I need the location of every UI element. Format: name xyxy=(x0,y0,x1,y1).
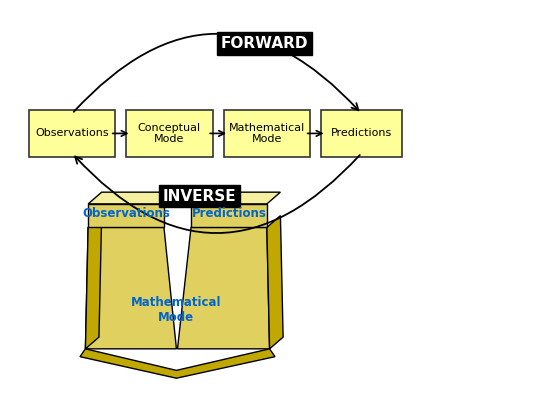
Polygon shape xyxy=(88,192,178,204)
Polygon shape xyxy=(178,228,270,349)
FancyBboxPatch shape xyxy=(321,110,402,157)
Text: INVERSE: INVERSE xyxy=(162,188,236,204)
Polygon shape xyxy=(80,349,275,378)
Polygon shape xyxy=(191,204,267,228)
Text: Conceptual
Mode: Conceptual Mode xyxy=(138,123,201,144)
FancyArrowPatch shape xyxy=(75,155,360,233)
Text: Predictions: Predictions xyxy=(331,128,392,138)
Polygon shape xyxy=(191,192,280,204)
FancyBboxPatch shape xyxy=(223,110,310,157)
Polygon shape xyxy=(267,216,283,349)
Text: FORWARD: FORWARD xyxy=(221,36,308,51)
FancyArrowPatch shape xyxy=(74,34,359,112)
Text: Mathematical
Mode: Mathematical Mode xyxy=(131,296,222,324)
Polygon shape xyxy=(85,216,102,349)
Text: Observations: Observations xyxy=(35,128,109,138)
Polygon shape xyxy=(85,228,177,349)
Polygon shape xyxy=(88,204,164,228)
FancyBboxPatch shape xyxy=(29,110,115,157)
Text: Predictions: Predictions xyxy=(191,207,266,220)
Text: Observations: Observations xyxy=(82,207,170,220)
FancyBboxPatch shape xyxy=(126,110,213,157)
Text: Mathematical
Mode: Mathematical Mode xyxy=(229,123,305,144)
